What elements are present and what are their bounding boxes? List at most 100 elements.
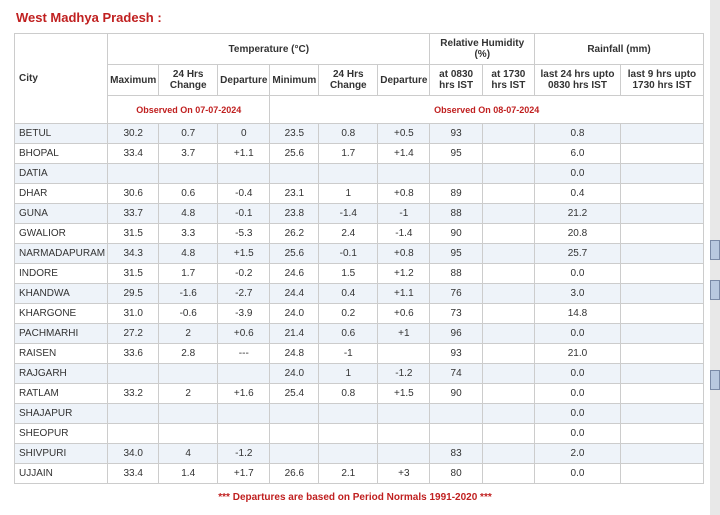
cell-value	[319, 164, 378, 184]
cell-value: 0.0	[535, 364, 621, 384]
cell-value	[482, 424, 534, 444]
cell-value	[482, 124, 534, 144]
cell-value	[482, 304, 534, 324]
cell-value	[159, 424, 218, 444]
cell-value	[159, 404, 218, 424]
cell-value: 26.2	[270, 224, 319, 244]
table-row: SHEOPUR0.0	[15, 424, 704, 444]
observed-date-1: Observed On 07-07-2024	[108, 96, 270, 124]
cell-value: -1.2	[218, 444, 270, 464]
cell-city: RAISEN	[15, 344, 108, 364]
table-row: PACHMARHI27.22+0.621.40.6+1960.0	[15, 324, 704, 344]
cell-value: -1.2	[378, 364, 430, 384]
cell-value: 23.1	[270, 184, 319, 204]
table-row: RAJGARH24.01-1.2740.0	[15, 364, 704, 384]
side-scroll-track[interactable]	[710, 0, 720, 515]
cell-value: 0.4	[535, 184, 621, 204]
cell-value: 34.3	[108, 244, 159, 264]
cell-value: 29.5	[108, 284, 159, 304]
weather-table: City Temperature (°C) Relative Humidity …	[14, 33, 704, 484]
cell-value	[482, 224, 534, 244]
cell-value	[482, 204, 534, 224]
cell-value: 31.5	[108, 264, 159, 284]
cell-value: 0.8	[319, 384, 378, 404]
cell-value	[319, 424, 378, 444]
cell-value: +0.5	[378, 124, 430, 144]
cell-value	[482, 384, 534, 404]
cell-value	[159, 164, 218, 184]
cell-city: RATLAM	[15, 384, 108, 404]
table-row: DATIA0.0	[15, 164, 704, 184]
col-chg2: 24 Hrs Change	[319, 65, 378, 96]
cell-value: 6.0	[535, 144, 621, 164]
cell-value: 0.0	[535, 384, 621, 404]
cell-value: 93	[430, 344, 482, 364]
col-rh0830: at 0830 hrs IST	[430, 65, 482, 96]
cell-value	[620, 344, 703, 364]
cell-value: +1.2	[378, 264, 430, 284]
cell-value	[319, 404, 378, 424]
cell-value	[378, 404, 430, 424]
cell-city: INDORE	[15, 264, 108, 284]
cell-value: -0.4	[218, 184, 270, 204]
cell-value	[620, 444, 703, 464]
cell-value: +1.5	[378, 384, 430, 404]
cell-city: UJJAIN	[15, 464, 108, 484]
cell-value	[482, 264, 534, 284]
cell-value: 90	[430, 384, 482, 404]
cell-value: 24.6	[270, 264, 319, 284]
cell-value: +0.8	[378, 244, 430, 264]
cell-value	[270, 164, 319, 184]
cell-value	[319, 444, 378, 464]
cell-value	[108, 404, 159, 424]
side-tab-3[interactable]	[710, 370, 720, 390]
cell-value: 0.2	[319, 304, 378, 324]
table-row: INDORE31.51.7-0.224.61.5+1.2880.0	[15, 264, 704, 284]
cell-value: -0.2	[218, 264, 270, 284]
cell-value: 1.7	[319, 144, 378, 164]
col-rh-group: Relative Humidity (%)	[430, 34, 535, 65]
cell-value: -2.7	[218, 284, 270, 304]
cell-value: -1	[378, 204, 430, 224]
cell-city: GWALIOR	[15, 224, 108, 244]
cell-value	[159, 364, 218, 384]
cell-city: KHARGONE	[15, 304, 108, 324]
cell-value: 24.0	[270, 364, 319, 384]
col-chg1: 24 Hrs Change	[159, 65, 218, 96]
cell-value	[270, 424, 319, 444]
cell-value	[482, 344, 534, 364]
cell-value	[482, 324, 534, 344]
cell-value: 93	[430, 124, 482, 144]
cell-value: 83	[430, 444, 482, 464]
cell-value: 1.7	[159, 264, 218, 284]
cell-value: 30.2	[108, 124, 159, 144]
cell-value	[378, 444, 430, 464]
cell-value: 89	[430, 184, 482, 204]
col-min: Minimum	[270, 65, 319, 96]
cell-value	[108, 424, 159, 444]
cell-value: 33.7	[108, 204, 159, 224]
table-row: RATLAM33.22+1.625.40.8+1.5900.0	[15, 384, 704, 404]
cell-value: 21.0	[535, 344, 621, 364]
cell-value	[218, 404, 270, 424]
cell-value	[218, 424, 270, 444]
cell-value: 24.8	[270, 344, 319, 364]
cell-value: 0.7	[159, 124, 218, 144]
cell-value: 0.0	[535, 324, 621, 344]
cell-value: 34.0	[108, 444, 159, 464]
cell-value: +1.7	[218, 464, 270, 484]
side-tab-1[interactable]	[710, 240, 720, 260]
cell-city: BETUL	[15, 124, 108, 144]
table-row: SHIVPURI34.04-1.2832.0	[15, 444, 704, 464]
cell-value: +0.8	[378, 184, 430, 204]
cell-value: 90	[430, 224, 482, 244]
cell-value: ---	[218, 344, 270, 364]
cell-value: 0.8	[535, 124, 621, 144]
cell-value: -5.3	[218, 224, 270, 244]
cell-value	[218, 164, 270, 184]
cell-value	[430, 424, 482, 444]
side-tab-2[interactable]	[710, 280, 720, 300]
cell-value: 0.0	[535, 464, 621, 484]
cell-value: 76	[430, 284, 482, 304]
cell-value	[620, 184, 703, 204]
